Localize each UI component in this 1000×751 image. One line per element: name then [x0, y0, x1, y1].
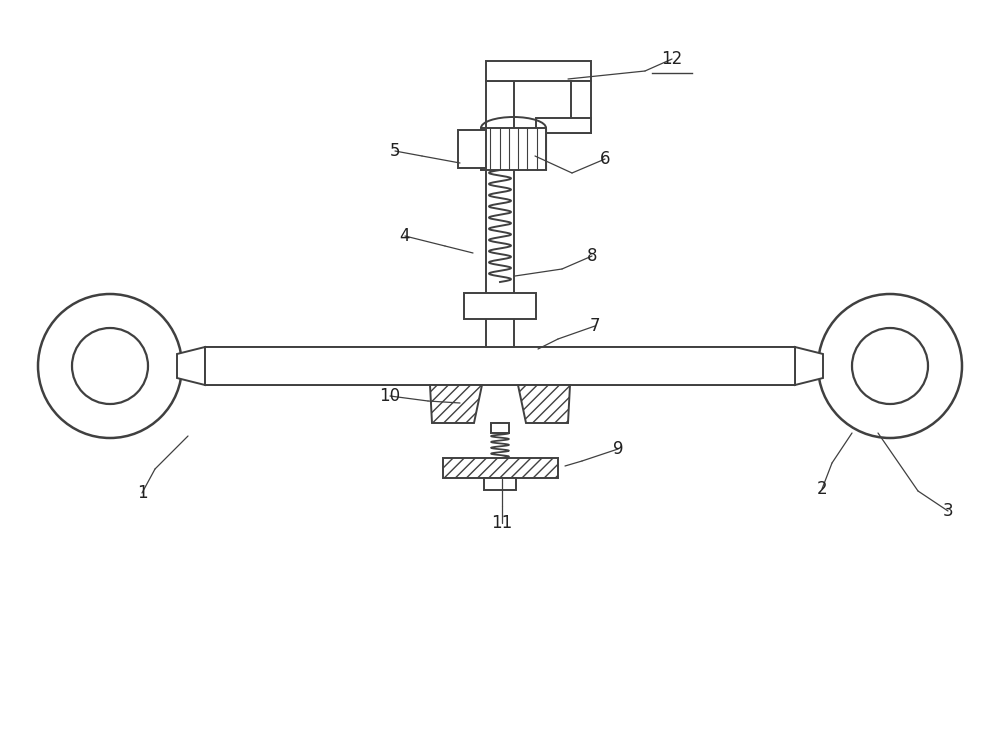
Bar	[481, 128, 546, 170]
Text: 10: 10	[379, 387, 401, 405]
Circle shape	[38, 294, 182, 438]
Bar	[486, 61, 591, 81]
Text: 11: 11	[491, 514, 513, 532]
Bar	[484, 478, 516, 490]
Text: 8: 8	[587, 247, 597, 265]
Text: 3: 3	[943, 502, 953, 520]
Polygon shape	[430, 385, 482, 423]
Circle shape	[72, 328, 148, 404]
Bar	[464, 293, 536, 319]
Text: 9: 9	[613, 440, 623, 458]
Bar	[491, 423, 509, 433]
Text: 2: 2	[817, 480, 827, 498]
Polygon shape	[518, 385, 570, 423]
Text: 5: 5	[390, 142, 400, 160]
Text: 6: 6	[600, 150, 610, 168]
Bar	[486, 81, 514, 347]
Bar	[205, 347, 795, 385]
Circle shape	[818, 294, 962, 438]
Circle shape	[852, 328, 928, 404]
Polygon shape	[177, 347, 205, 385]
Text: 1: 1	[137, 484, 147, 502]
Bar	[442, 458, 558, 478]
Text: 4: 4	[400, 227, 410, 245]
Bar	[458, 130, 486, 168]
Bar	[205, 347, 795, 385]
Text: 12: 12	[661, 50, 683, 68]
Polygon shape	[795, 347, 823, 385]
Text: 7: 7	[590, 317, 600, 335]
Bar	[536, 118, 591, 133]
Bar	[571, 81, 591, 133]
